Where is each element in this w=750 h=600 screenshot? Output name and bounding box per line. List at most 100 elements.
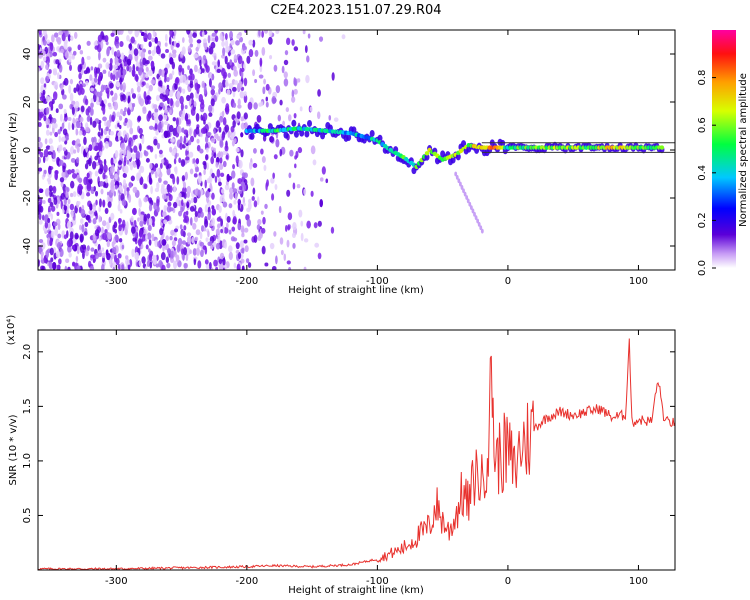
spectrogram-noise-cell	[232, 120, 236, 128]
spectrogram-noise-cell	[58, 103, 64, 110]
spectrogram-noise-cell	[204, 135, 209, 143]
spectrogram-noise-cell	[224, 124, 230, 133]
spectrogram-noise-cell	[313, 222, 318, 229]
spectrogram-noise-cell	[107, 232, 112, 240]
spectrogram-noise-cell	[180, 50, 186, 55]
spectrogram-noise-cell	[100, 40, 104, 50]
spectrogram-noise-cell	[147, 55, 153, 61]
spectrogram-noise-cell	[279, 148, 283, 157]
spectrogram-noise-cell	[219, 195, 223, 204]
spectrogram-noise-cell	[117, 122, 120, 128]
spectrogram-noise-cell	[54, 170, 59, 175]
spectrogram-noise-cell	[148, 203, 153, 212]
spectrogram-noise-cell	[154, 163, 159, 168]
spectrogram-noise-cell	[68, 55, 72, 63]
spectrogram-noise-cell	[38, 53, 42, 59]
spectrogram-noise-cell	[104, 141, 109, 149]
spectrogram-x-tick-label: -100	[366, 276, 389, 287]
spectrogram-noise-cell	[110, 252, 115, 260]
spectrogram-noise-cell	[183, 225, 187, 231]
spectrogram-noise-cell	[101, 226, 104, 235]
spectrogram-noise-cell	[221, 96, 226, 104]
spectrogram-noise-cell	[265, 96, 269, 102]
spectrogram-noise-cell	[86, 40, 91, 46]
spectrogram-noise-cell	[283, 71, 288, 79]
spectrogram-noise-cell	[228, 251, 233, 261]
spectrogram-noise-cell	[172, 117, 176, 122]
spectrogram-noise-cell	[222, 160, 227, 168]
spectrogram-noise-cell	[213, 55, 217, 61]
spectrogram-noise-cell	[128, 194, 132, 203]
spectrogram-noise-cell	[118, 224, 122, 232]
spectrogram-noise-cell	[317, 220, 322, 227]
spectrogram-noise-cell	[318, 36, 324, 42]
spectrogram-noise-cell	[126, 151, 132, 160]
spectrogram-noise-cell	[102, 69, 107, 74]
spectrogram-noise-cell	[231, 182, 235, 190]
spectrogram-noise-cell	[164, 120, 168, 125]
spectrogram-noise-cell	[140, 243, 144, 250]
spectrogram-noise-cell	[145, 158, 150, 163]
spectrogram-noise-cell	[227, 72, 232, 78]
spectrogram-noise-cell	[228, 192, 233, 200]
spectrogram-noise-cell	[192, 248, 197, 256]
spectrogram-noise-cell	[102, 57, 107, 63]
spectrogram-noise-cell	[45, 118, 51, 126]
spectrogram-noise-cell	[102, 232, 107, 241]
spectrogram-noise-cell	[214, 175, 218, 183]
spectrogram-noise-cell	[112, 158, 118, 164]
spectrogram-noise-cell	[200, 114, 203, 121]
spectrogram-noise-cell	[219, 157, 223, 164]
spectrogram-noise-cell	[61, 122, 65, 129]
spectrogram-noise-cell	[175, 117, 179, 127]
spectrogram-noise-cell	[172, 175, 176, 185]
spectrogram-noise-cell	[42, 30, 47, 36]
spectrogram-noise-cell	[244, 245, 249, 253]
spectrogram-noise-cell	[97, 63, 103, 69]
spectrogram-noise-cell	[47, 165, 52, 175]
spectrogram-noise-cell	[161, 264, 166, 270]
spectrogram-x-tick-label: 100	[629, 276, 648, 287]
spectrogram-noise-cell	[97, 34, 103, 43]
spectrogram-noise-cell	[111, 241, 115, 248]
spectrogram-noise-cell	[45, 56, 50, 65]
spectrogram-noise-cell	[211, 61, 217, 66]
spectrogram-noise-cell	[101, 247, 105, 252]
spectrogram-noise-cell	[106, 252, 111, 261]
spectrogram-noise-cell	[199, 241, 205, 247]
spectrogram-noise-cell	[151, 254, 157, 260]
spectrogram-noise-cell	[51, 98, 55, 105]
spectrogram-noise-cell	[131, 68, 136, 77]
snr-x-tick-label: -300	[105, 576, 128, 587]
spectrogram-noise-cell	[164, 77, 167, 83]
spectrogram-noise-cell	[186, 201, 190, 209]
spectrogram-noise-cell	[98, 168, 103, 175]
spectrogram-noise-cell	[153, 112, 158, 118]
spectrogram-noise-cell	[181, 75, 187, 84]
spectrogram-noise-cell	[48, 96, 53, 101]
spectrogram-noise-cell	[202, 112, 208, 122]
spectrogram-noise-cell	[202, 245, 207, 250]
spectrogram-noise-cell	[184, 171, 188, 181]
spectrogram-noise-cell	[122, 69, 127, 76]
spectrogram-noise-cell	[109, 114, 113, 123]
spectrogram-noise-cell	[205, 264, 210, 270]
spectrogram-noise-cell	[104, 120, 107, 127]
spectrogram-noise-cell	[248, 49, 254, 58]
spectrogram-noise-cell	[166, 262, 171, 269]
spectrogram-noise-cell	[234, 192, 238, 201]
spectrogram-noise-cell	[98, 122, 101, 131]
spectrogram-noise-cell	[253, 200, 258, 208]
spectrogram-noise-cell	[154, 123, 158, 130]
spectrogram-noise-cell	[53, 81, 59, 90]
spectrogram-noise-cell	[180, 228, 185, 237]
spectrogram-noise-cell	[130, 175, 135, 182]
spectrogram-noise-cell	[163, 219, 168, 225]
spectrogram-noise-cell	[50, 257, 54, 263]
spectrogram-noise-cell	[71, 173, 77, 179]
spectrogram-noise-cell	[146, 95, 151, 101]
spectrogram-noise-cell	[159, 162, 163, 169]
spectrogram-noise-cell	[95, 252, 100, 260]
spectrogram-noise-cell	[63, 77, 69, 86]
spectrogram-noise-cell	[307, 33, 311, 39]
